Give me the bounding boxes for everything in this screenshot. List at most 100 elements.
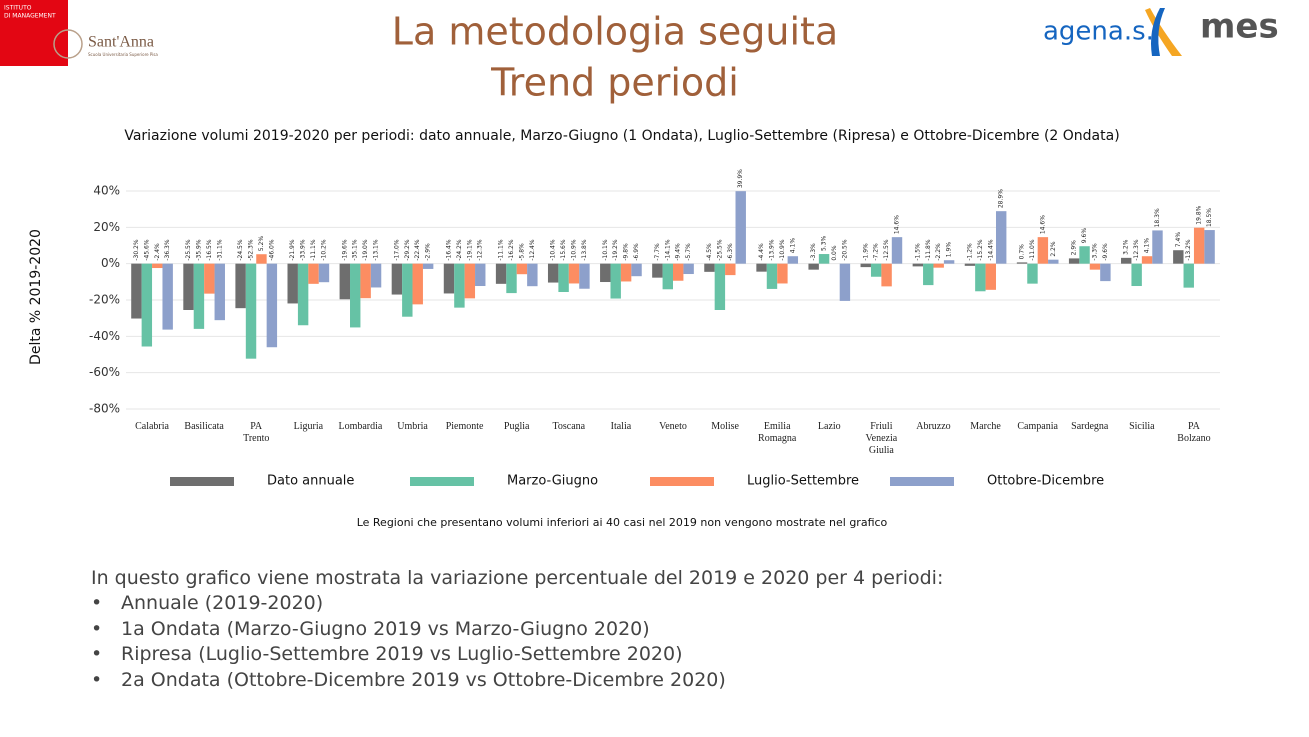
data-label: 14.6% bbox=[1039, 215, 1046, 234]
data-label: -35.9% bbox=[195, 239, 202, 261]
bar bbox=[1016, 262, 1028, 264]
data-label: -46.0% bbox=[268, 239, 275, 261]
bar bbox=[152, 263, 163, 269]
y-tick-label: 20% bbox=[93, 220, 120, 234]
bar bbox=[714, 263, 726, 310]
bar bbox=[943, 260, 955, 264]
logo-text: Scuola Universitaria Superiore Pisa bbox=[88, 52, 158, 57]
note: Le Regioni che presentano volumi inferio… bbox=[357, 516, 888, 529]
data-label: -35.1% bbox=[352, 239, 359, 261]
bar bbox=[985, 263, 996, 290]
data-label: 4.1% bbox=[789, 238, 796, 254]
chart-title: Variazione volumi 2019-2020 per periodi:… bbox=[124, 128, 1119, 144]
data-label: 0.0% bbox=[831, 245, 838, 261]
data-label: -19.0% bbox=[362, 239, 369, 261]
x-tick-label: Friuli Venezia Giulia bbox=[865, 421, 898, 456]
bullet-dot: • bbox=[91, 668, 103, 691]
bar bbox=[527, 263, 538, 287]
bar bbox=[516, 263, 528, 275]
bar bbox=[620, 263, 632, 282]
bar bbox=[756, 263, 767, 272]
data-label: -5.7% bbox=[685, 243, 692, 261]
x-tick-label: Liguria bbox=[293, 421, 324, 432]
bar bbox=[422, 263, 434, 269]
x-tick-label: Calabria bbox=[135, 421, 169, 432]
x-tick-label: Molise bbox=[711, 421, 739, 432]
bar bbox=[1089, 263, 1101, 270]
logo-shape bbox=[1151, 8, 1165, 56]
bar bbox=[610, 263, 621, 299]
bar bbox=[964, 263, 976, 266]
bar bbox=[1079, 246, 1090, 264]
y-tick-label: -80% bbox=[89, 402, 120, 416]
bar bbox=[547, 263, 559, 283]
bar bbox=[870, 263, 882, 277]
logo-text: Sant'Anna bbox=[88, 34, 154, 51]
data-label: -14.4% bbox=[987, 239, 994, 261]
x-tick-label: Italia bbox=[610, 421, 632, 432]
x-tick-label: Lombardia bbox=[338, 421, 383, 432]
bar bbox=[370, 263, 382, 288]
data-label: 7.4% bbox=[1175, 232, 1182, 248]
data-label: -6.3% bbox=[727, 243, 734, 261]
logo-text: ISTITUTO bbox=[4, 5, 32, 12]
data-label: -13.1% bbox=[373, 239, 380, 261]
bar bbox=[662, 263, 673, 290]
bar bbox=[777, 263, 788, 284]
data-label: -11.1% bbox=[498, 239, 505, 261]
bar bbox=[360, 263, 371, 299]
legend-label: Luglio-Settembre bbox=[747, 474, 859, 489]
bar bbox=[1152, 230, 1163, 264]
slide-title: Trend periodi bbox=[490, 61, 739, 105]
x-tick-label: Campania bbox=[1017, 421, 1058, 432]
bar bbox=[579, 263, 590, 289]
data-label: -24.2% bbox=[456, 239, 463, 261]
logo-box bbox=[0, 0, 68, 66]
data-label: -2.4% bbox=[154, 243, 161, 261]
data-label: -15.2% bbox=[977, 239, 984, 261]
bar bbox=[339, 263, 351, 300]
bar bbox=[162, 263, 173, 330]
x-tick-label: Umbria bbox=[397, 421, 428, 432]
legend-swatch bbox=[410, 477, 474, 486]
bar bbox=[808, 263, 819, 270]
x-tick-label: Emilia Romagna bbox=[758, 421, 797, 444]
bar bbox=[391, 263, 403, 295]
data-label: -52.3% bbox=[248, 239, 255, 261]
y-axis-label: Delta % 2019-2020 bbox=[28, 229, 44, 365]
data-label: -22.4% bbox=[414, 239, 421, 261]
logo-text: DI MANAGEMENT bbox=[4, 13, 56, 20]
x-tick-label: Lazio bbox=[817, 421, 841, 432]
data-label: 18.5% bbox=[1206, 208, 1213, 227]
data-label: 14.6% bbox=[894, 215, 901, 234]
bullet-dot: • bbox=[91, 592, 103, 614]
bar bbox=[308, 263, 319, 284]
data-label: -12.4% bbox=[529, 239, 536, 261]
bullet-dot: • bbox=[91, 617, 103, 640]
data-label: -10.2% bbox=[320, 239, 327, 261]
x-tick-label: Veneto bbox=[659, 421, 687, 432]
data-label: 5.3% bbox=[821, 235, 828, 251]
data-label: 3.2% bbox=[1123, 239, 1130, 255]
x-tick-label: PA Trento bbox=[243, 421, 270, 444]
bar bbox=[568, 263, 580, 284]
data-label: -17.0% bbox=[393, 239, 400, 261]
data-label: -33.9% bbox=[300, 239, 307, 261]
bar bbox=[600, 263, 611, 283]
bar bbox=[683, 263, 694, 275]
data-label: -11.1% bbox=[310, 239, 317, 261]
bar bbox=[1204, 230, 1215, 264]
data-label: -4.5% bbox=[706, 243, 713, 261]
bar bbox=[818, 254, 830, 264]
data-label: 18.3% bbox=[1154, 208, 1161, 227]
data-label: 1.9% bbox=[946, 242, 953, 258]
bar bbox=[735, 191, 746, 264]
legend-label: Ottobre-Dicembre bbox=[987, 474, 1104, 489]
data-label: 2.2% bbox=[1050, 241, 1057, 257]
legend-swatch bbox=[650, 477, 714, 486]
data-label: -14.1% bbox=[664, 239, 671, 261]
bar bbox=[1027, 263, 1038, 284]
data-label: -15.6% bbox=[560, 239, 567, 261]
